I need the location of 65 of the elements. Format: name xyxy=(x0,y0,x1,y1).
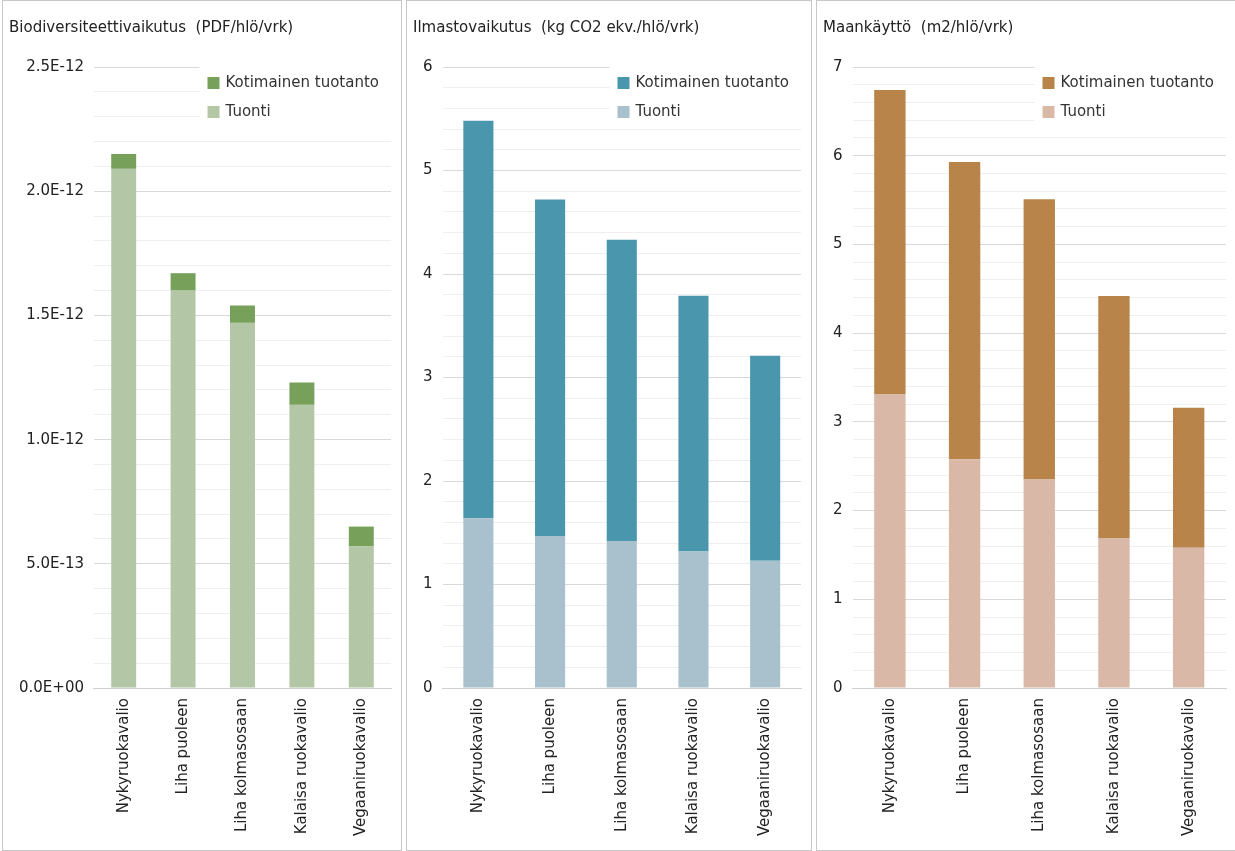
x-tick-label: Vegaaniruokavalio xyxy=(351,698,370,836)
y-tick-label: 6 xyxy=(833,145,843,164)
bar xyxy=(1172,407,1205,548)
bar xyxy=(678,551,709,688)
bar xyxy=(1172,547,1205,688)
y-tick-label: 5 xyxy=(833,234,843,253)
y-tick-label: 5.0E-13 xyxy=(26,553,84,572)
y-tick-label: 3 xyxy=(423,367,433,386)
y-tick-label: 0 xyxy=(423,677,433,696)
y-tick-label: 0 xyxy=(833,677,843,696)
x-tick-label: Nykyruokavalio xyxy=(879,698,898,814)
y-tick-label: 1 xyxy=(423,574,433,593)
legend-label: Kotimainen tuotanto xyxy=(225,72,380,91)
y-tick-label: 7 xyxy=(833,56,843,75)
x-tick-label: Kalaisa ruokavalio xyxy=(291,698,310,835)
bar xyxy=(750,355,781,561)
bar xyxy=(750,560,781,688)
x-tick-label: Nykyruokavalio xyxy=(468,698,487,814)
legend-label: Kotimainen tuotanto xyxy=(635,72,790,91)
y-tick-label: 3 xyxy=(833,411,843,430)
y-tick-label: 2 xyxy=(833,500,843,519)
bar xyxy=(874,394,906,688)
x-tick-label: Vegaaniruokavalio xyxy=(755,698,774,836)
chart-title: Maankäyttö (m2/hlö/vrk) xyxy=(823,17,1014,36)
bar xyxy=(606,541,637,688)
x-tick-label: Liha kolmasosaan xyxy=(611,698,630,833)
y-tick-label: 4 xyxy=(833,323,843,342)
bar xyxy=(948,459,981,688)
chart-title: Biodiversiteettivaikutus (PDF/hlö/vrk) xyxy=(9,17,294,36)
y-tick-label: 4 xyxy=(423,263,433,282)
bar xyxy=(874,90,906,395)
bar xyxy=(463,518,494,688)
x-tick-label: Liha puoleen xyxy=(539,698,558,795)
legend-label: Kotimainen tuotanto xyxy=(1060,72,1215,91)
y-tick-label: 2 xyxy=(423,470,433,489)
x-tick-label: Kalaisa ruokavalio xyxy=(1103,698,1122,835)
legend-label: Tuonti xyxy=(224,101,271,120)
x-tick-label: Liha puoleen xyxy=(172,698,191,795)
bar xyxy=(678,295,709,552)
bar xyxy=(948,161,981,460)
bar xyxy=(606,239,637,542)
x-tick-label: Liha kolmasosaan xyxy=(1029,698,1048,833)
y-tick-label: 0.0E+00 xyxy=(18,677,84,696)
bar xyxy=(463,120,494,519)
x-tick-label: Liha puoleen xyxy=(954,698,973,795)
bar xyxy=(1023,479,1055,688)
y-tick-label: 1.0E-12 xyxy=(26,429,84,448)
bar xyxy=(1098,538,1130,688)
bar xyxy=(535,535,566,688)
y-tick-label: 5 xyxy=(423,160,433,179)
x-tick-label: Kalaisa ruokavalio xyxy=(683,698,702,835)
legend-label: Tuonti xyxy=(1059,101,1106,120)
x-tick-label: Vegaaniruokavalio xyxy=(1178,698,1197,836)
bar xyxy=(1023,199,1055,480)
bar xyxy=(1098,295,1130,539)
y-tick-label: 1 xyxy=(833,589,843,608)
y-tick-label: 1.5E-12 xyxy=(26,305,84,324)
y-tick-label: 2.0E-12 xyxy=(26,181,84,200)
chart-title: Ilmastovaikutus (kg CO2 ekv./hlö/vrk) xyxy=(413,17,700,36)
x-tick-label: Nykyruokavalio xyxy=(113,698,132,814)
y-tick-label: 6 xyxy=(423,56,433,75)
x-tick-label: Liha kolmasosaan xyxy=(232,698,251,833)
legend-label: Tuonti xyxy=(634,101,681,120)
y-tick-label: 2.5E-12 xyxy=(26,56,84,75)
bar xyxy=(535,199,566,536)
